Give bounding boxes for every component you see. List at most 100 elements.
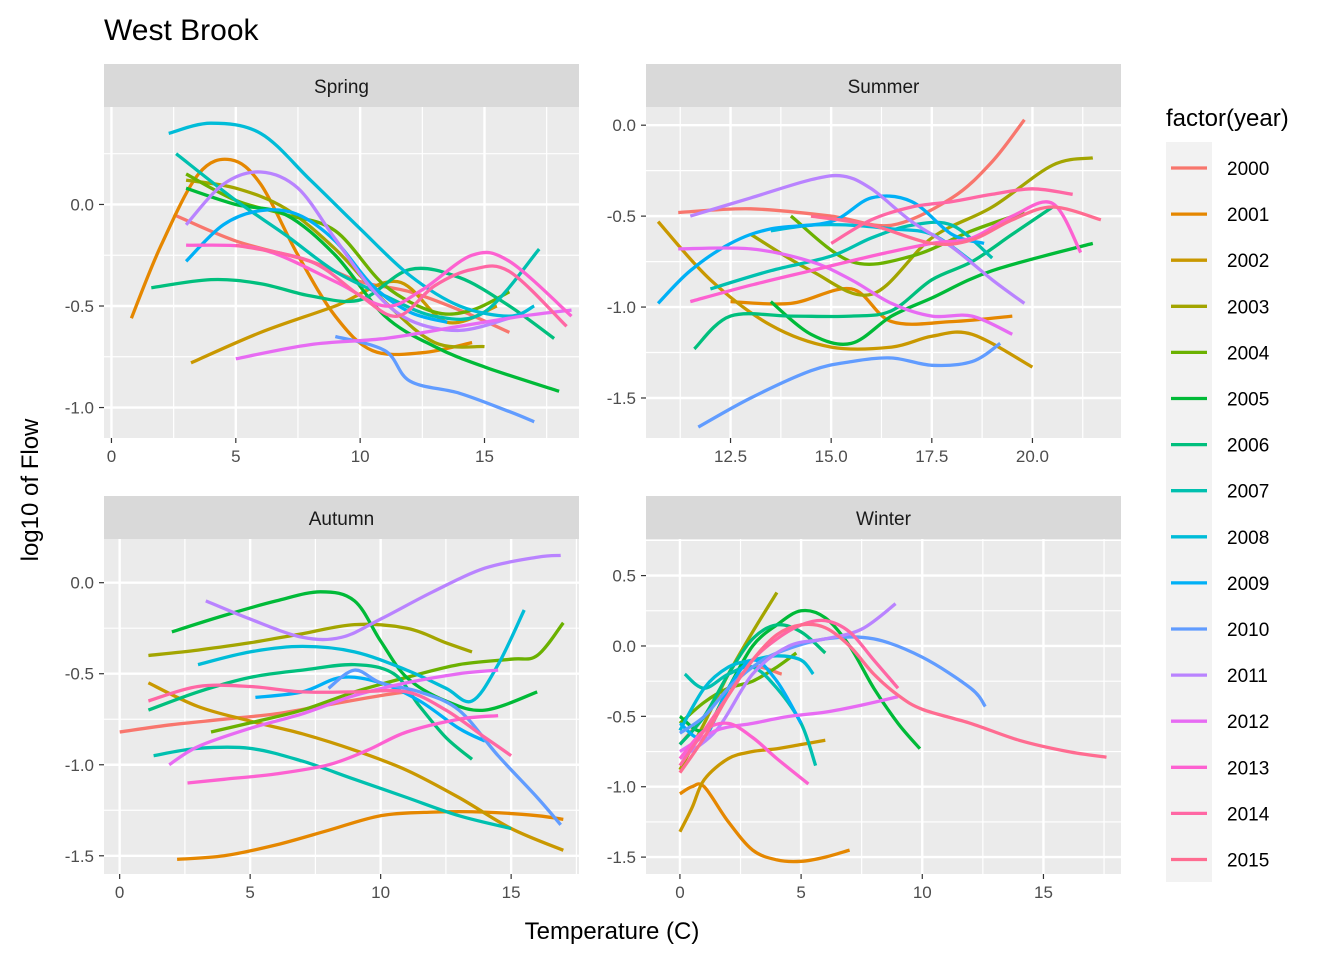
panel-winter: Winter 0 5 10 15 0.5 0.0 -0.5 -1.0 -1.5 [607,496,1121,902]
series-line-2006 [147,662,474,761]
series-line-2001 [176,810,564,862]
series-line-2014 [678,618,900,767]
y-tick-label: -1.0 [607,298,636,317]
x-tick-label: 20.0 [1016,447,1049,466]
y-tick-label: -1.0 [607,778,636,797]
x-tick-label: 5 [245,883,254,902]
facet-strip [104,496,579,539]
facet-strip [646,496,1121,539]
series-line-2010 [327,668,562,826]
y-tick-label: 0.0 [70,195,94,214]
series-line-2014 [235,243,568,328]
legend-title: factor(year) [1166,105,1289,132]
series-line-2007 [709,220,994,291]
legend-label-2002: 2002 [1227,251,1269,272]
gridlines [646,539,1121,874]
x-tick-label: 10 [913,883,932,902]
legend-label-2004: 2004 [1227,343,1270,364]
series-line-2008 [197,609,526,704]
series-line-2010 [334,334,535,424]
series-line-2010 [678,635,987,735]
y-tick-label: 0.0 [612,637,636,656]
x-tick-label: 5 [231,447,240,466]
y-tick-label: -1.5 [607,848,636,867]
chart-title: West Brook [104,14,259,47]
x-tick-label: 17.5 [915,447,948,466]
facet-strip [646,64,1121,107]
legend-label-2013: 2013 [1227,758,1269,779]
series-line-2011 [689,173,1026,305]
legend-label-2008: 2008 [1227,528,1269,549]
legend-label-2005: 2005 [1227,390,1269,411]
x-tick-label: 15 [502,883,521,902]
series-line-2008 [168,121,535,318]
x-tick-label: 5 [796,883,805,902]
legend-label-2014: 2014 [1227,804,1270,825]
series-line-2006 [151,266,556,340]
panel-background [646,107,1121,438]
series-line-2012 [235,308,572,361]
x-tick-label: 15 [1034,883,1053,902]
series-line-2006 [693,205,1054,351]
series-line-2009 [656,194,985,305]
x-tick-label: 0 [115,883,124,902]
series-line-2000 [172,213,511,334]
series-line-2012 [168,668,499,767]
series-line-2012 [679,694,899,753]
x-tick-label: 10 [351,447,370,466]
panel-spring: Spring 0 5 10 15 0.0 -0.5 -1.0 [65,64,579,466]
legend-label-2001: 2001 [1227,205,1269,226]
panel-summer: Summer 12.5 15.0 17.5 20.0 0.0 -0.5 -1.0 -1.5 [607,64,1121,466]
facet-strip [104,64,579,107]
series-line-2003 [185,178,485,349]
series-line-2015 [810,205,1102,247]
y-axis-title: log10 of Flow [17,418,44,561]
legend: factor(year) 200020012002200320042005200… [1166,105,1289,882]
y-tick-label: -1.5 [607,389,636,408]
x-tick-label: 0 [107,447,116,466]
series-line-2002 [147,681,564,852]
panel-background [104,539,579,874]
series-group [129,121,573,424]
series-line-2013 [187,713,499,785]
facet-panels: Spring 0 5 10 15 0.0 -0.5 -1.0 Summer 12.5 15.0 17.… [65,64,1121,902]
gridlines [104,539,579,874]
y-tick-label: -0.5 [65,297,94,316]
x-tick-label: 10 [371,883,390,902]
x-tick-label: 0 [675,883,684,902]
series-line-2007 [153,745,512,831]
x-tick-label: 15 [475,447,494,466]
facet-strip-label: Summer [848,77,920,98]
series-line-2005 [171,590,538,713]
y-tick-label: -1.0 [65,756,94,775]
legend-items: 2000 2001 2002 2003 2004 2005 2006 2007 2008 2009… [1171,159,1270,872]
series-group [656,118,1102,429]
series-group [119,553,565,862]
y-tick-label: -0.5 [607,207,636,226]
series-line-2000 [678,118,1026,228]
series-line-2002 [656,220,1034,369]
series-line-2012 [678,246,1014,336]
facet-strip-label: Spring [314,77,369,98]
series-line-2010 [697,342,1002,429]
y-tick-label: 0.5 [612,567,636,586]
series-line-2011 [205,553,561,642]
series-line-2003 [148,622,473,658]
legend-label-2009: 2009 [1227,574,1269,595]
series-line-2001 [679,782,851,864]
panel-autumn: Autumn 0 5 10 15 0.0 -0.5 -1.0 -1.5 [65,496,579,902]
legend-label-2007: 2007 [1227,482,1269,503]
facet-strip-label: Autumn [309,509,374,530]
panel-background [646,539,1121,874]
y-tick-label: -1.0 [65,399,94,418]
x-tick-label: 15.0 [815,447,848,466]
legend-label-2000: 2000 [1227,159,1269,180]
series-line-2004 [789,210,1025,266]
series-line-2004 [678,651,798,725]
series-line-2002 [678,738,826,833]
x-axis-title: Temperature (C) [525,918,700,945]
x-tick-label: 12.5 [714,447,747,466]
facet-strip-label: Winter [856,509,912,530]
series-line-2015 [678,622,1107,774]
